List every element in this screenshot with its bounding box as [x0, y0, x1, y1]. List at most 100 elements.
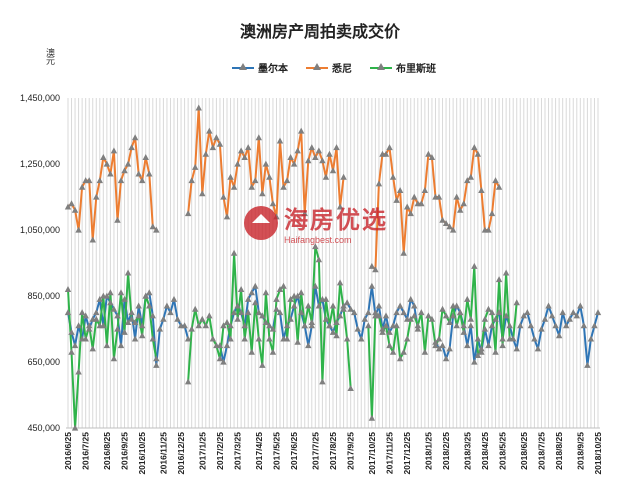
data-point-brisbane	[220, 322, 227, 329]
data-point-melbourne	[252, 282, 259, 289]
data-point-sydney	[220, 193, 227, 200]
data-point-melbourne	[559, 309, 566, 316]
data-point-brisbane	[75, 368, 82, 375]
data-point-melbourne	[86, 325, 93, 332]
data-point-sydney	[457, 206, 464, 213]
x-tick-label: 2016/8/25	[102, 432, 112, 470]
data-point-brisbane	[432, 342, 439, 349]
x-tick-label: 2018/8/25	[554, 432, 564, 470]
x-tick-label: 2017/10/25	[367, 432, 377, 475]
data-point-sydney	[428, 154, 436, 160]
data-point-melbourne	[393, 309, 400, 316]
data-point-melbourne	[305, 342, 312, 349]
data-point-sydney	[195, 104, 202, 111]
data-point-brisbane	[149, 335, 156, 342]
data-point-brisbane	[389, 348, 397, 355]
data-point-sydney	[110, 147, 118, 154]
data-point-brisbane	[262, 289, 270, 296]
data-point-melbourne	[566, 315, 573, 322]
data-point-brisbane	[333, 332, 340, 339]
data-point-melbourne	[368, 282, 376, 289]
data-point-brisbane	[202, 322, 209, 329]
data-point-brisbane	[428, 315, 436, 322]
data-point-melbourne	[499, 335, 506, 342]
data-point-sydney	[287, 154, 294, 160]
data-point-brisbane	[230, 249, 238, 256]
data-point-brisbane	[139, 332, 146, 339]
data-point-sydney	[439, 216, 446, 223]
data-point-brisbane	[425, 312, 432, 319]
data-point-melbourne	[273, 305, 280, 312]
data-point-brisbane	[343, 335, 351, 342]
data-point-sydney	[329, 167, 337, 174]
data-point-sydney	[435, 193, 443, 200]
x-tick-label: 2017/8/25	[328, 432, 338, 470]
data-point-brisbane	[110, 355, 118, 362]
data-point-sydney	[252, 177, 259, 184]
data-point-melbourne	[552, 322, 559, 329]
data-point-brisbane	[365, 322, 372, 329]
data-point-melbourne	[520, 312, 527, 319]
x-tick-label: 2017/4/25	[254, 432, 264, 470]
data-point-brisbane	[255, 335, 262, 342]
data-point-sydney	[485, 226, 492, 233]
data-point-melbourne	[68, 328, 75, 335]
data-point-brisbane	[131, 319, 139, 325]
data-point-melbourne	[312, 282, 319, 289]
data-point-melbourne	[156, 325, 164, 332]
data-point-brisbane	[329, 302, 337, 309]
data-point-brisbane	[298, 289, 305, 296]
data-point-sydney	[262, 160, 270, 167]
data-point-sydney	[312, 154, 319, 160]
data-point-melbourne	[594, 309, 602, 316]
data-point-brisbane	[446, 319, 453, 325]
data-point-brisbane	[474, 352, 482, 358]
data-point-sydney	[372, 266, 379, 273]
data-point-sydney	[237, 147, 245, 154]
data-point-sydney	[255, 134, 262, 141]
data-point-sydney	[188, 177, 195, 184]
data-point-melbourne	[340, 302, 347, 309]
data-point-brisbane	[234, 315, 241, 322]
data-point-brisbane	[382, 322, 390, 329]
data-point-sydney	[64, 203, 72, 210]
data-point-brisbane	[86, 322, 93, 329]
data-point-brisbane	[336, 279, 344, 286]
data-point-melbourne	[375, 302, 383, 309]
data-point-brisbane	[312, 243, 319, 250]
data-point-melbourne	[471, 358, 478, 365]
data-point-melbourne	[184, 335, 192, 342]
x-tick-label: 2017/7/25	[310, 432, 320, 470]
data-point-melbourne	[336, 312, 344, 319]
data-point-melbourne	[411, 302, 418, 309]
data-point-sydney	[245, 144, 252, 151]
data-point-brisbane	[107, 289, 114, 296]
data-point-melbourne	[160, 315, 167, 322]
data-point-sydney	[418, 200, 425, 207]
data-point-melbourne	[442, 355, 450, 362]
data-point-melbourne	[502, 312, 510, 319]
x-tick-label: 2018/1/25	[423, 432, 433, 470]
data-point-brisbane	[184, 378, 192, 385]
data-point-brisbane	[96, 322, 103, 329]
data-point-sydney	[86, 177, 93, 184]
data-point-brisbane	[93, 315, 100, 322]
data-point-melbourne	[414, 325, 421, 332]
x-tick-label: 2017/12/25	[402, 432, 412, 475]
data-point-melbourne	[149, 312, 156, 319]
data-point-melbourne	[329, 328, 337, 335]
data-point-brisbane	[347, 385, 354, 391]
chart-title: 澳洲房产周拍卖成交价	[239, 24, 400, 41]
x-tick-label: 2018/2/25	[441, 432, 451, 470]
data-point-sydney	[400, 249, 407, 256]
data-point-brisbane	[372, 309, 379, 316]
data-point-brisbane	[407, 315, 414, 322]
data-point-brisbane	[135, 312, 142, 319]
data-point-brisbane	[71, 424, 79, 431]
x-tick-label: 2016/11/25	[158, 432, 168, 474]
data-point-sydney	[241, 154, 248, 160]
data-point-sydney	[273, 213, 280, 220]
data-point-sydney	[336, 203, 344, 210]
data-point-brisbane	[276, 286, 284, 292]
data-point-brisbane	[322, 295, 330, 302]
